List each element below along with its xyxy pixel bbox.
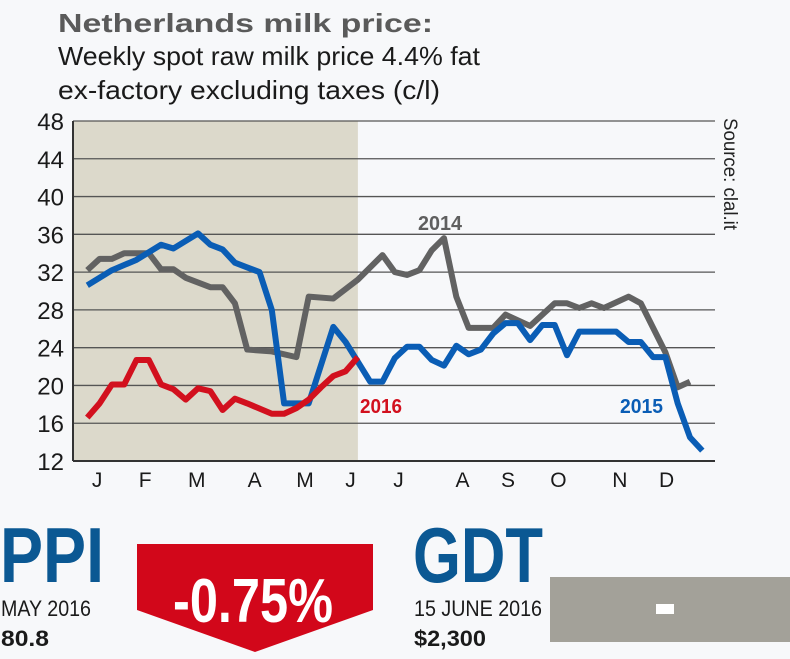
x-tick-label: J [345,469,356,492]
y-tick-label: 36 [37,222,64,249]
chart-subtitle-line-1: Weekly spot raw milk price 4.4% fat [58,41,481,71]
ppi-period: MAY 2016 [1,596,91,621]
x-tick-label: A [248,469,262,492]
series-label-2014: 2014 [418,213,463,235]
gdt-label: GDT [413,511,543,599]
series-line-2015 [85,230,705,453]
y-tick-label: 24 [37,336,64,363]
ppi-change-arrow-down [137,544,373,652]
x-tick-label: J [393,469,404,492]
x-tick-label: D [659,469,674,492]
series-line-2014 [85,235,692,391]
y-tick-label: 20 [37,373,64,400]
x-tick-label: J [92,469,103,492]
x-tick-label: S [501,469,515,492]
gdt-period: 15 JUNE 2016 [414,596,542,621]
gdt-change-dash [656,604,674,614]
source-note: Source: clal.it [719,118,740,231]
x-tick-label: O [550,469,566,492]
ppi-change: -0.75% [173,567,333,636]
series-label-2016: 2016 [360,396,402,418]
y-tick-label: 12 [37,449,64,476]
shaded-region [73,121,358,461]
series-line-2016 [85,355,361,420]
ppi-label: PPI [0,511,104,599]
x-tick-label: N [612,469,627,492]
gdt-value: $2,300 [414,626,486,651]
y-axis-ticks: 48 44 40 36 32 28 24 20 16 12 [37,109,64,476]
chart-title: Netherlands milk price: [58,8,433,38]
x-tick-label: A [455,469,469,492]
y-tick-label: 28 [37,298,64,325]
y-tick-label: 40 [37,185,64,212]
x-tick-label: M [188,469,206,492]
ppi-value: 80.8 [1,626,49,651]
series-lines [85,230,705,453]
x-tick-label: M [296,469,314,492]
chart-subtitle-line-2: ex-factory excluding taxes (c/l) [58,75,440,105]
y-tick-label: 32 [37,260,64,287]
y-tick-label: 16 [37,411,64,438]
x-tick-label: F [139,469,152,492]
y-tick-label: 48 [37,109,64,136]
series-label-2015: 2015 [620,396,663,418]
y-tick-label: 44 [37,147,64,174]
